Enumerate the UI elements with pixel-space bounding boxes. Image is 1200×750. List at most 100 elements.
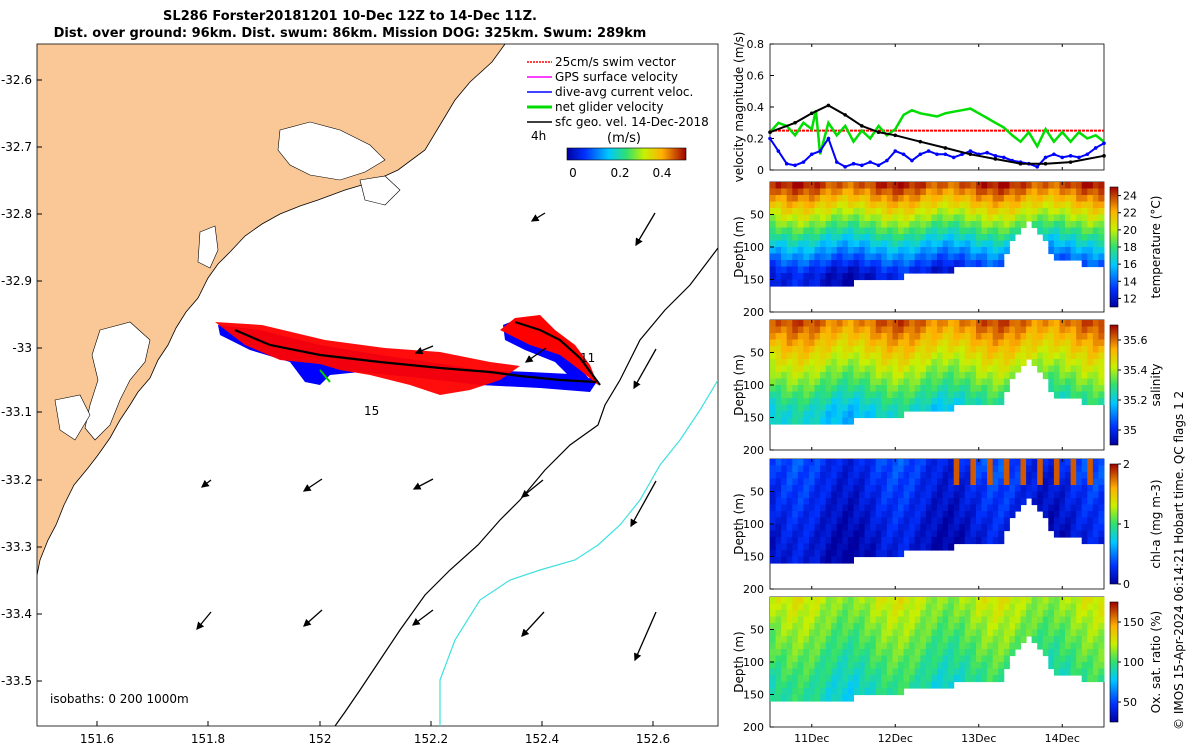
section-cell (1059, 662, 1066, 670)
day-label: 11 (580, 351, 595, 365)
section-cell (1076, 472, 1083, 480)
section-cell (931, 214, 938, 222)
section-cell (886, 491, 893, 499)
section-cell (925, 208, 932, 216)
section-cell (909, 459, 916, 467)
section-cell (820, 498, 827, 506)
section-cell (836, 188, 843, 196)
section-cell (1031, 188, 1038, 196)
section-cell (797, 642, 804, 650)
section-cell (942, 636, 949, 644)
section-cell (987, 333, 994, 341)
section-cell (859, 391, 866, 399)
section-cell (948, 530, 955, 538)
section-cell (1037, 326, 1044, 334)
section-cell (875, 260, 882, 268)
section-cell (948, 260, 955, 268)
section-cell (931, 662, 938, 670)
section-cell (1003, 214, 1010, 222)
section-cell (1076, 320, 1083, 328)
section-cell (775, 478, 782, 486)
section-cell (1087, 668, 1094, 676)
section-cell (847, 524, 854, 532)
section-cell (903, 649, 910, 657)
section-cell (886, 326, 893, 334)
section-cell (1098, 636, 1105, 644)
section-cell (786, 517, 793, 525)
section-cell (1048, 629, 1055, 637)
section-cell (998, 524, 1005, 532)
section-cell (948, 253, 955, 261)
section-cell (1065, 524, 1072, 532)
section-cell (831, 597, 838, 605)
section-cell (797, 346, 804, 354)
section-cell (786, 365, 793, 373)
section-cell (987, 603, 994, 611)
section-cell (820, 524, 827, 532)
section-cell (842, 385, 849, 393)
section-cell (809, 195, 816, 203)
section-cell (775, 214, 782, 222)
section-cell (1009, 333, 1016, 341)
section-cell (1009, 504, 1016, 512)
section-cell (1065, 517, 1072, 525)
section-cell (853, 517, 860, 525)
section-cell (803, 636, 810, 644)
section-cell (859, 459, 866, 467)
section-cell (964, 346, 971, 354)
section-cell (1037, 478, 1044, 486)
section-cell (920, 365, 927, 373)
section-cell (1065, 391, 1072, 399)
section-ytick-label: 100 (743, 518, 764, 531)
section-cell (864, 662, 871, 670)
lake-4 (84, 321, 151, 441)
section-cell (964, 333, 971, 341)
section-cell (792, 273, 799, 281)
section-cell (820, 616, 827, 624)
section-cell (898, 378, 905, 386)
section-cell (920, 227, 927, 235)
section-cell (1098, 385, 1105, 393)
section-cell (942, 668, 949, 676)
section-cell (1026, 333, 1033, 341)
section-cell (809, 504, 816, 512)
velocity-point (793, 120, 797, 125)
section-cell (981, 201, 988, 209)
section-cell (781, 201, 788, 209)
section-cell (1031, 208, 1038, 216)
section-cell (814, 391, 821, 399)
section-cell (1070, 234, 1077, 242)
section-cell (914, 459, 921, 467)
section-cell (864, 333, 871, 341)
section-cell (1087, 253, 1094, 261)
section-cell (853, 623, 860, 631)
section-cell (781, 543, 788, 551)
section-cell (875, 352, 882, 360)
section-cell (864, 188, 871, 196)
section-cell (964, 221, 971, 229)
section-cell (942, 662, 949, 670)
section-cell (898, 260, 905, 268)
section-cell (859, 649, 866, 657)
section-cell (981, 504, 988, 512)
section-cell (998, 498, 1005, 506)
section-cell (970, 378, 977, 386)
section-cell (825, 195, 832, 203)
section-cell (847, 465, 854, 473)
section-cell (1003, 616, 1010, 624)
section-cell (792, 333, 799, 341)
section-cell (1087, 391, 1094, 399)
section-cell (1003, 201, 1010, 209)
legend-label: dive-avg current veloc. (555, 85, 693, 99)
section-cell (881, 504, 888, 512)
time-tick-label: 13Dec (961, 732, 996, 745)
section-cell (864, 247, 871, 255)
section-cell (836, 378, 843, 386)
section-cell (853, 485, 860, 493)
section-cell (898, 339, 905, 347)
section-cell (1053, 253, 1060, 261)
section-cell (970, 662, 977, 670)
section-cell (859, 253, 866, 261)
section-cell (803, 511, 810, 519)
section-cell (953, 517, 960, 525)
